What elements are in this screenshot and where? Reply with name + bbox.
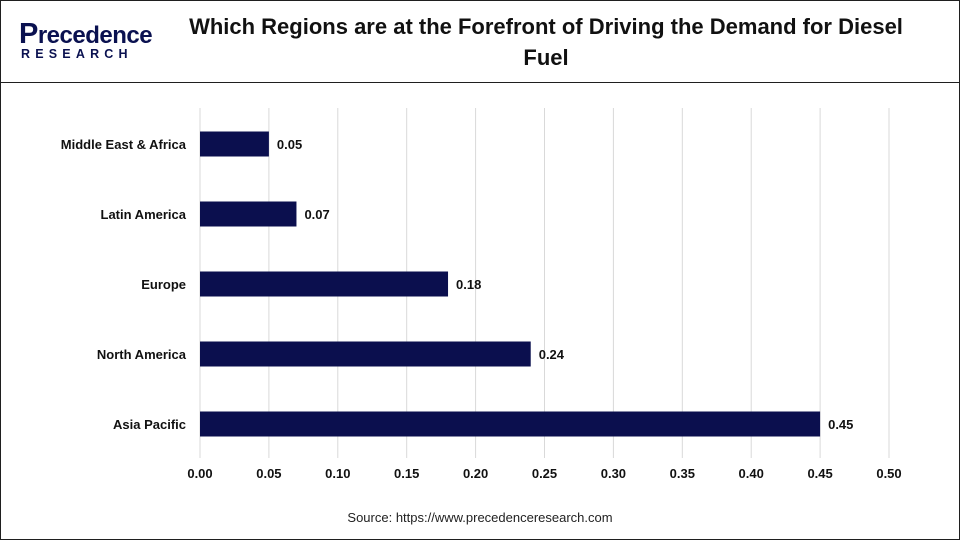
- x-tick-label: 0.10: [325, 466, 350, 481]
- bar: [200, 201, 297, 227]
- bar: [200, 341, 531, 367]
- x-tick-label: 0.25: [532, 466, 557, 481]
- category-label: North America: [97, 347, 187, 362]
- data-label: 0.24: [539, 347, 565, 362]
- data-label: 0.45: [828, 417, 853, 432]
- data-label: 0.07: [304, 207, 329, 222]
- x-tick-label: 0.00: [187, 466, 212, 481]
- x-tick-label: 0.35: [670, 466, 695, 481]
- x-tick-label: 0.30: [601, 466, 626, 481]
- bar: [200, 411, 821, 437]
- source-note: Source: https://www.precedenceresearch.c…: [347, 510, 613, 525]
- chart-header: Precedence RESEARCH Which Regions are at…: [1, 1, 959, 83]
- category-label: Latin America: [101, 207, 187, 222]
- category-label: Europe: [141, 277, 186, 292]
- logo-main-text: recedence: [37, 22, 153, 49]
- logo-wordmark: Precedence: [19, 18, 153, 51]
- logo-subtext: RESEARCH: [21, 47, 133, 61]
- x-tick-label: 0.05: [256, 466, 281, 481]
- category-label: Asia Pacific: [113, 417, 186, 432]
- precedence-research-logo: Precedence RESEARCH: [19, 19, 164, 64]
- logo-initial: P: [19, 18, 38, 50]
- data-label: 0.05: [277, 137, 302, 152]
- bar: [200, 271, 449, 297]
- bar-chart: 0.00 0.05 0.10 0.15 0.20 0.25 0.30 0.35 0.40 0.45…: [61, 108, 902, 481]
- chart-title: Which Regions are at the Forefront of Dr…: [189, 14, 903, 70]
- bar: [200, 131, 269, 157]
- x-tick-label: 0.15: [394, 466, 419, 481]
- x-tick-label: 0.40: [739, 466, 764, 481]
- data-label: 0.18: [456, 277, 481, 292]
- x-tick-label: 0.20: [463, 466, 488, 481]
- category-label: Middle East & Africa: [61, 137, 187, 152]
- x-tick-label: 0.50: [876, 466, 901, 481]
- x-tick-label: 0.45: [807, 466, 832, 481]
